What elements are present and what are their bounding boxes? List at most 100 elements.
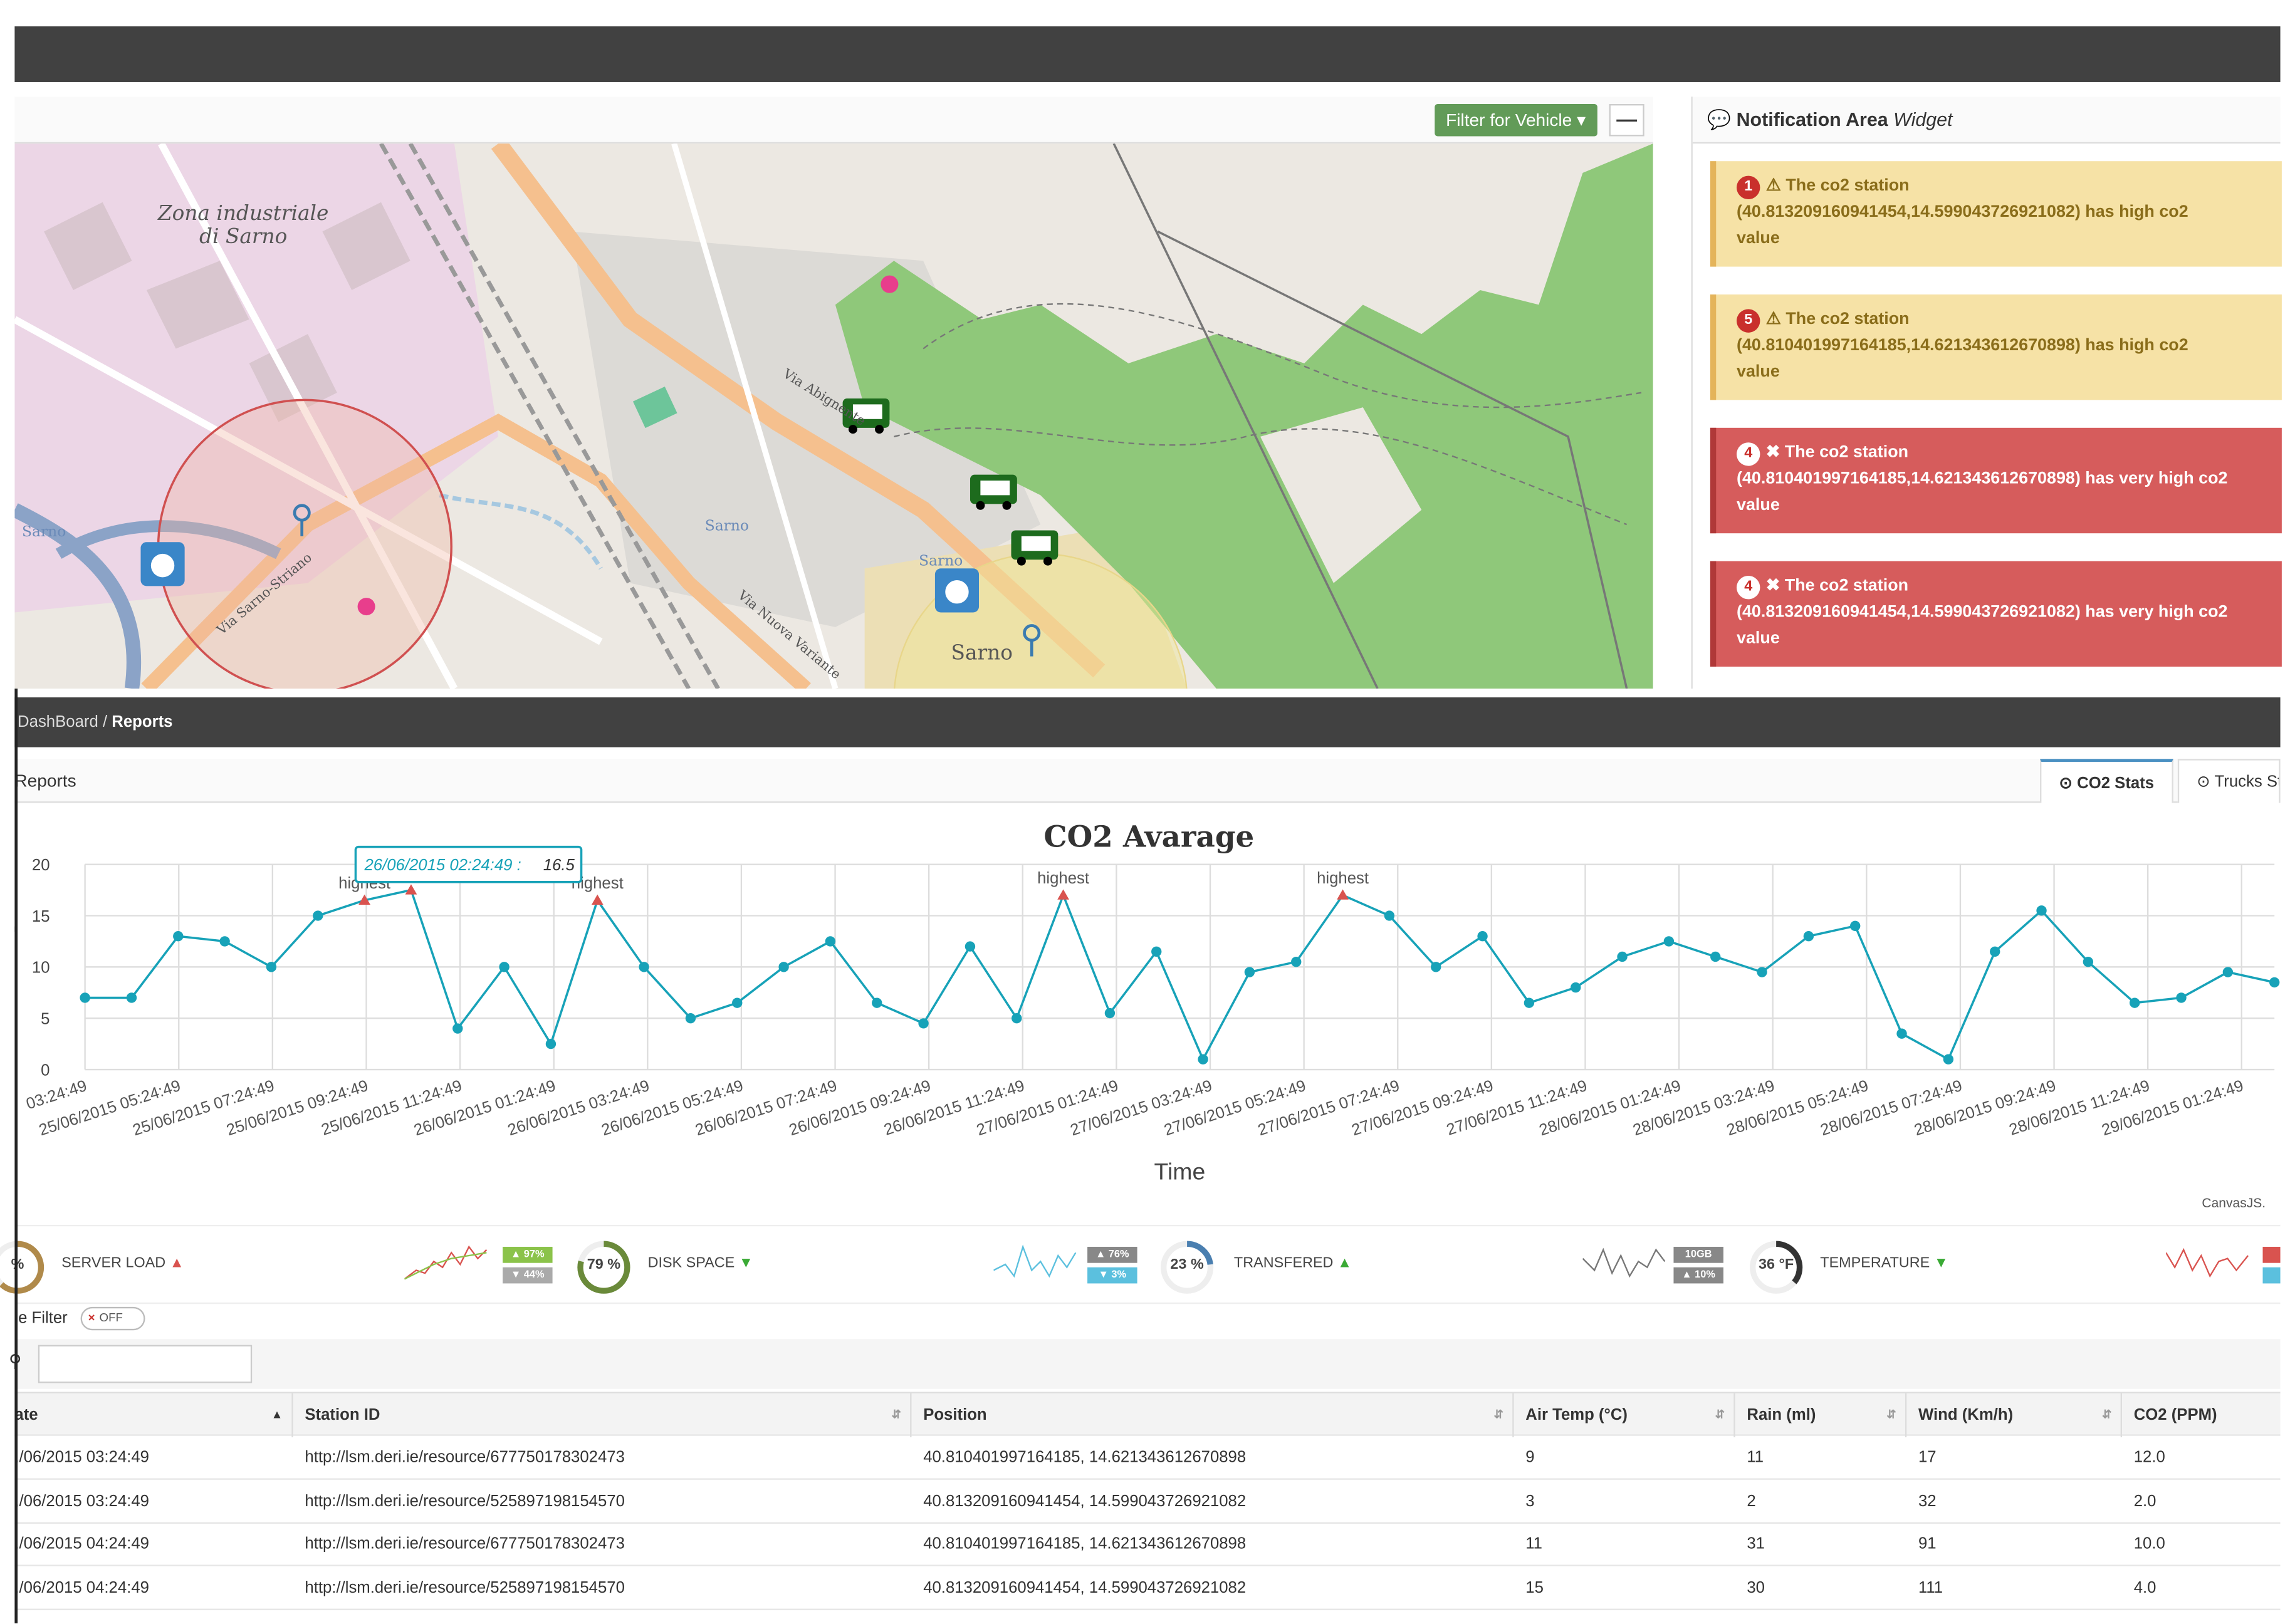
truck-icon[interactable]	[842, 398, 890, 434]
transfered-ring	[1161, 1241, 1214, 1294]
data-point[interactable]	[1291, 956, 1302, 967]
data-point[interactable]	[1198, 1054, 1208, 1064]
notification-alert[interactable]: 4 ✖ The co2 station (40.810401997164185,1…	[1710, 427, 2282, 534]
notification-alert[interactable]: 1 ⚠ The co2 station (40.813209160941454,1…	[1710, 161, 2282, 267]
data-point[interactable]	[2269, 977, 2280, 988]
data-point[interactable]	[545, 1038, 557, 1049]
data-point[interactable]	[1896, 1028, 1907, 1039]
filter-vehicle-button[interactable]: Filter for Vehicle ▾	[1434, 104, 1597, 137]
data-point[interactable]	[1384, 910, 1395, 921]
highest-marker[interactable]	[1057, 889, 1069, 900]
data-point[interactable]	[2130, 997, 2140, 1008]
data-point[interactable]	[778, 962, 789, 972]
co2-sensor-icon[interactable]	[293, 504, 311, 536]
stat-label: DISK SPACE ▼	[648, 1256, 753, 1272]
map-view[interactable]: Zona industriale di Sarno Sarno Sarno Sa…	[14, 143, 1653, 689]
data-point[interactable]	[1757, 967, 1767, 977]
data-point[interactable]	[1571, 982, 1581, 993]
data-point[interactable]	[219, 936, 230, 947]
table-cell: 15	[1525, 1578, 1544, 1596]
data-point[interactable]	[1617, 951, 1628, 962]
data-point[interactable]	[1803, 931, 1814, 942]
sort-icon[interactable]: ⇵	[891, 1408, 902, 1422]
table-cell: 111	[1918, 1578, 1943, 1596]
tab-trucks-stats[interactable]: ⊙ Trucks St	[2177, 759, 2281, 803]
data-point[interactable]	[1431, 962, 1441, 972]
column-header-wind[interactable]: Wind (Km/h) ⇵	[1906, 1393, 2123, 1437]
column-header-rain[interactable]: Rain (ml) ⇵	[1735, 1393, 1907, 1437]
highest-marker[interactable]	[358, 894, 370, 905]
sort-icon[interactable]: ⇵	[1715, 1408, 1725, 1422]
minimize-button[interactable]: —	[1609, 104, 1644, 137]
data-point[interactable]	[2036, 905, 2047, 916]
tab-co2-stats[interactable]: ⊙ CO2 Stats	[2040, 759, 2173, 803]
data-point[interactable]	[173, 931, 184, 942]
data-point[interactable]	[639, 962, 649, 972]
highest-marker[interactable]	[405, 884, 417, 895]
data-point[interactable]	[1990, 946, 2000, 957]
column-header-position[interactable]: Position ⇵	[911, 1393, 1514, 1437]
data-point[interactable]	[126, 992, 137, 1003]
chart-credit[interactable]: CanvasJS.	[2202, 1195, 2266, 1210]
table-cell: http://lsm.deri.ie/resource/525897198154…	[305, 1492, 625, 1510]
data-point[interactable]	[1012, 1013, 1022, 1024]
data-point[interactable]	[1104, 1007, 1116, 1019]
data-point[interactable]	[685, 1013, 696, 1024]
notification-alert[interactable]: 4 ✖ The co2 station (40.813209160941454,1…	[1710, 561, 2282, 667]
notification-alert[interactable]: 5 ⚠ The co2 station (40.810401997164185,1…	[1710, 294, 2282, 400]
trend-up-icon: ▲	[169, 1256, 184, 1272]
notification-subtitle: Widget	[1893, 108, 1953, 131]
highest-marker[interactable]	[1337, 889, 1349, 900]
sort-icon[interactable]: ⇵	[1886, 1408, 1896, 1422]
truck-icon[interactable]	[970, 474, 1017, 510]
sort-asc-icon[interactable]: ▲	[271, 1408, 283, 1422]
table-row[interactable]: ,/06/2015 03:24:49 http://lsm.deri.ie/res…	[14, 1436, 2281, 1480]
data-point[interactable]	[1710, 951, 1721, 962]
data-point[interactable]	[2222, 967, 2234, 977]
data-point[interactable]	[1663, 936, 1675, 947]
column-header-label: Air Temp (°C)	[1525, 1406, 1628, 1424]
data-point[interactable]	[1477, 931, 1488, 942]
highest-marker[interactable]	[591, 894, 604, 905]
co2-sensor-icon[interactable]	[1023, 624, 1041, 657]
search-bar: ⚲	[9, 1339, 2281, 1389]
table-row[interactable]: ,/06/2015 04:24:49 http://lsm.deri.ie/res…	[14, 1566, 2281, 1610]
weather-station-icon[interactable]	[140, 542, 185, 586]
table-row[interactable]: ,/06/2015 03:24:49 http://lsm.deri.ie/res…	[14, 1479, 2281, 1523]
data-point[interactable]	[1850, 920, 1861, 932]
data-point[interactable]	[965, 941, 976, 952]
column-header-station-id[interactable]: Station ID ⇵	[293, 1393, 912, 1437]
sparkline	[404, 1245, 488, 1280]
breadcrumb-link-dashboard[interactable]: DashBoard	[18, 713, 98, 731]
data-point[interactable]	[872, 997, 882, 1008]
column-header-co2[interactable]: CO2 (PPM)	[2122, 1393, 2281, 1437]
weather-station-icon[interactable]	[934, 568, 980, 613]
sort-icon[interactable]: ⇵	[2101, 1408, 2112, 1422]
data-point[interactable]	[1524, 997, 1535, 1008]
alert-text: value	[1737, 630, 1780, 648]
data-point[interactable]	[1151, 946, 1162, 957]
column-header-date[interactable]: ate ▲	[3, 1393, 293, 1437]
data-point[interactable]	[1244, 967, 1255, 977]
data-point[interactable]	[825, 936, 836, 947]
data-point[interactable]	[2176, 992, 2187, 1003]
data-point[interactable]	[313, 910, 323, 921]
data-point[interactable]	[732, 997, 743, 1008]
ring-value: 23 %	[1170, 1257, 1204, 1274]
truck-icon[interactable]	[1011, 530, 1059, 566]
data-point[interactable]	[2083, 956, 2094, 967]
filter-toggle[interactable]: × OFF	[80, 1307, 145, 1331]
toggle-x-icon: ×	[88, 1311, 95, 1325]
data-point[interactable]	[266, 962, 277, 972]
sort-icon[interactable]: ⇵	[1493, 1408, 1504, 1422]
data-point[interactable]	[499, 962, 510, 972]
column-header-air-temp[interactable]: Air Temp (°C) ⇵	[1514, 1393, 1735, 1437]
data-point[interactable]	[1943, 1054, 1954, 1064]
data-point[interactable]	[80, 992, 90, 1003]
map-canvas[interactable]	[14, 143, 1653, 689]
data-point[interactable]	[918, 1018, 929, 1029]
data-point[interactable]	[452, 1023, 463, 1034]
table-row[interactable]: ,/06/2015 04:24:49 http://lsm.deri.ie/res…	[14, 1522, 2281, 1566]
search-input[interactable]	[38, 1345, 253, 1383]
